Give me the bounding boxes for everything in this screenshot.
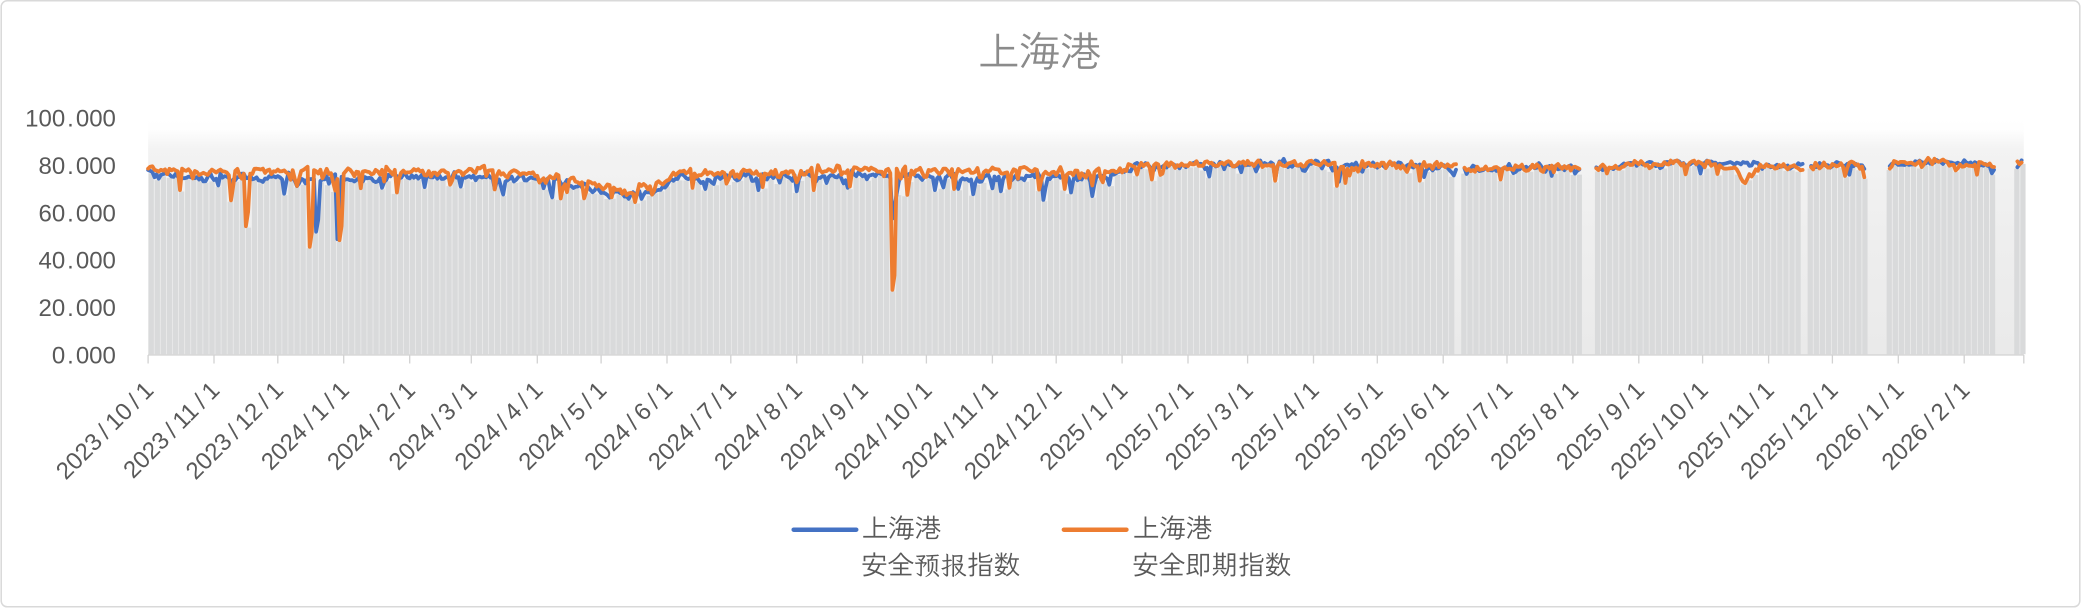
svg-text:60 . 000: 60 . 000 (38, 200, 115, 227)
svg-text:80 . 000: 80 . 000 (38, 153, 115, 180)
svg-text:20 . 000: 20 . 000 (38, 295, 115, 322)
svg-text:100 . 000: 100 . 000 (25, 105, 116, 132)
svg-text:0 . 000: 0 . 000 (52, 343, 116, 370)
svg-text:40 . 000: 40 . 000 (38, 248, 115, 275)
